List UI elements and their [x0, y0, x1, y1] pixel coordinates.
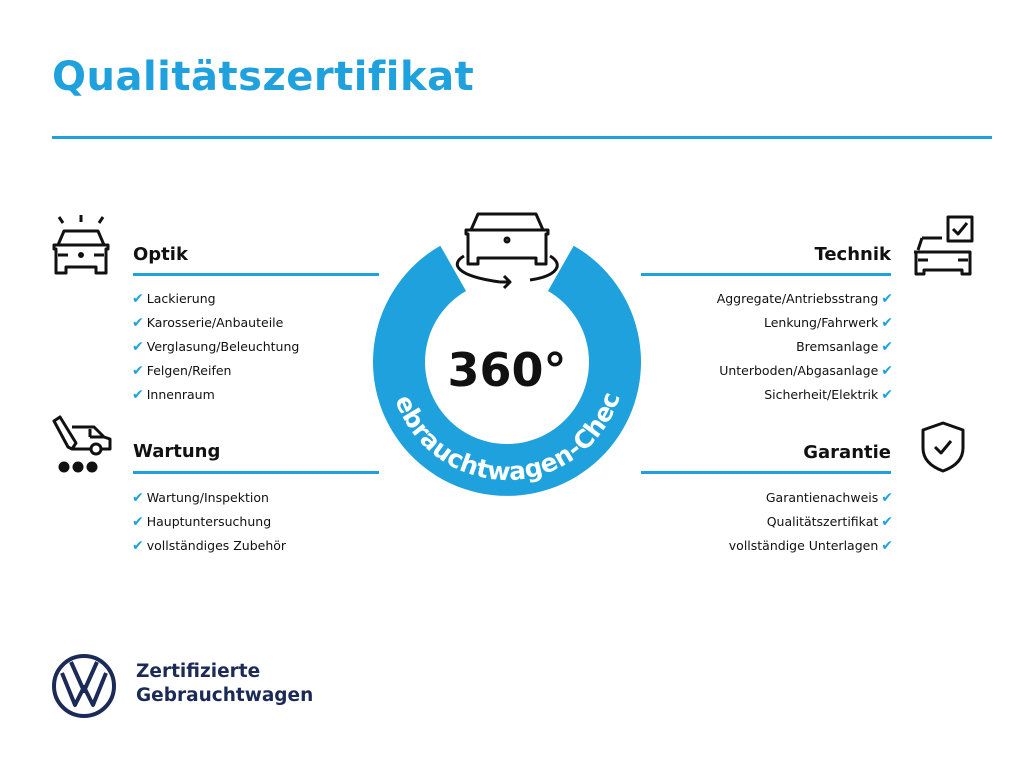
- technik-checklist: Aggregate/Antriebsstrang ✔ Lenkung/Fahrwe…: [717, 287, 893, 407]
- degrees-label: 360°: [447, 343, 566, 397]
- section-divider-technik: [641, 273, 891, 276]
- car-rotate-icon: [455, 212, 559, 290]
- car-exterior-icon: [52, 215, 110, 275]
- garantie-checklist: Garantienachweis ✔ Qualitätszertifikat ✔ v…: [729, 486, 893, 558]
- list-item: ✔ Hauptuntersuchung: [132, 514, 272, 530]
- section-divider-optik: [133, 273, 379, 276]
- list-item: Lenkung/Fahrwerk ✔: [764, 315, 893, 331]
- check-icon: ✔: [881, 291, 893, 307]
- check-icon: ✔: [881, 387, 893, 403]
- list-item: ✔ Lackierung: [132, 291, 216, 307]
- wartung-checklist: ✔ Wartung/Inspektion ✔ Hauptuntersuchung ✔…: [132, 486, 286, 558]
- check-icon: ✔: [881, 315, 893, 331]
- list-item: Bremsanlage ✔: [796, 339, 893, 355]
- check-icon: ✔: [881, 339, 893, 355]
- list-item: ✔ Wartung/Inspektion: [132, 490, 269, 506]
- list-item: ✔ Verglasung/Beleuchtung: [132, 339, 300, 355]
- check-icon: ✔: [132, 514, 144, 530]
- list-item: Aggregate/Antriebsstrang ✔: [716, 291, 893, 307]
- section-heading-optik: Optik: [133, 244, 188, 265]
- check-icon: ✔: [881, 538, 893, 554]
- footer-brand-text: Zertifizierte Gebrauchtwagen: [136, 660, 313, 708]
- list-item: ✔ vollständiges Zubehör: [132, 538, 287, 554]
- check-icon: ✔: [132, 339, 144, 355]
- check-360-badge: Gebrauchtwagen-Check 360°: [360, 200, 641, 496]
- list-item: ✔ Innenraum: [132, 387, 215, 403]
- title-divider: [52, 136, 992, 139]
- check-icon: ✔: [132, 315, 144, 331]
- check-icon: ✔: [132, 538, 144, 554]
- car-checklist-icon: [914, 215, 974, 276]
- section-heading-wartung: Wartung: [133, 441, 221, 462]
- section-heading-garantie: Garantie: [803, 442, 891, 463]
- list-item: vollständige Unterlagen ✔: [728, 538, 893, 554]
- page-title: Qualitätszertifikat: [52, 54, 475, 100]
- list-item: Sicherheit/Elektrik ✔: [764, 387, 893, 403]
- service-van-icon: [52, 415, 112, 473]
- footer-line-1: Zertifizierte: [136, 661, 261, 682]
- check-icon: ✔: [132, 363, 144, 379]
- check-icon: ✔: [132, 490, 144, 506]
- shield-check-icon: [921, 421, 965, 473]
- optik-checklist: ✔ Lackierung ✔ Karosserie/Anbauteile ✔ Verg…: [132, 287, 299, 407]
- check-icon: ✔: [132, 291, 144, 307]
- list-item: Unterboden/Abgasanlage ✔: [719, 363, 893, 379]
- list-item: Garantienachweis ✔: [765, 490, 893, 506]
- section-heading-technik: Technik: [814, 244, 891, 265]
- list-item: ✔ Karosserie/Anbauteile: [132, 315, 284, 331]
- check-icon: ✔: [881, 363, 893, 379]
- list-item: Qualitätszertifikat ✔: [766, 514, 893, 530]
- check-icon: ✔: [881, 490, 893, 506]
- check-icon: ✔: [132, 387, 144, 403]
- section-divider-wartung: [133, 471, 379, 474]
- section-divider-garantie: [641, 471, 891, 474]
- footer-line-2: Gebrauchtwagen: [136, 685, 314, 706]
- ring-band: [373, 245, 641, 496]
- list-item: ✔ Felgen/Reifen: [132, 363, 232, 379]
- vw-logo: [52, 654, 116, 718]
- check-icon: ✔: [881, 514, 893, 530]
